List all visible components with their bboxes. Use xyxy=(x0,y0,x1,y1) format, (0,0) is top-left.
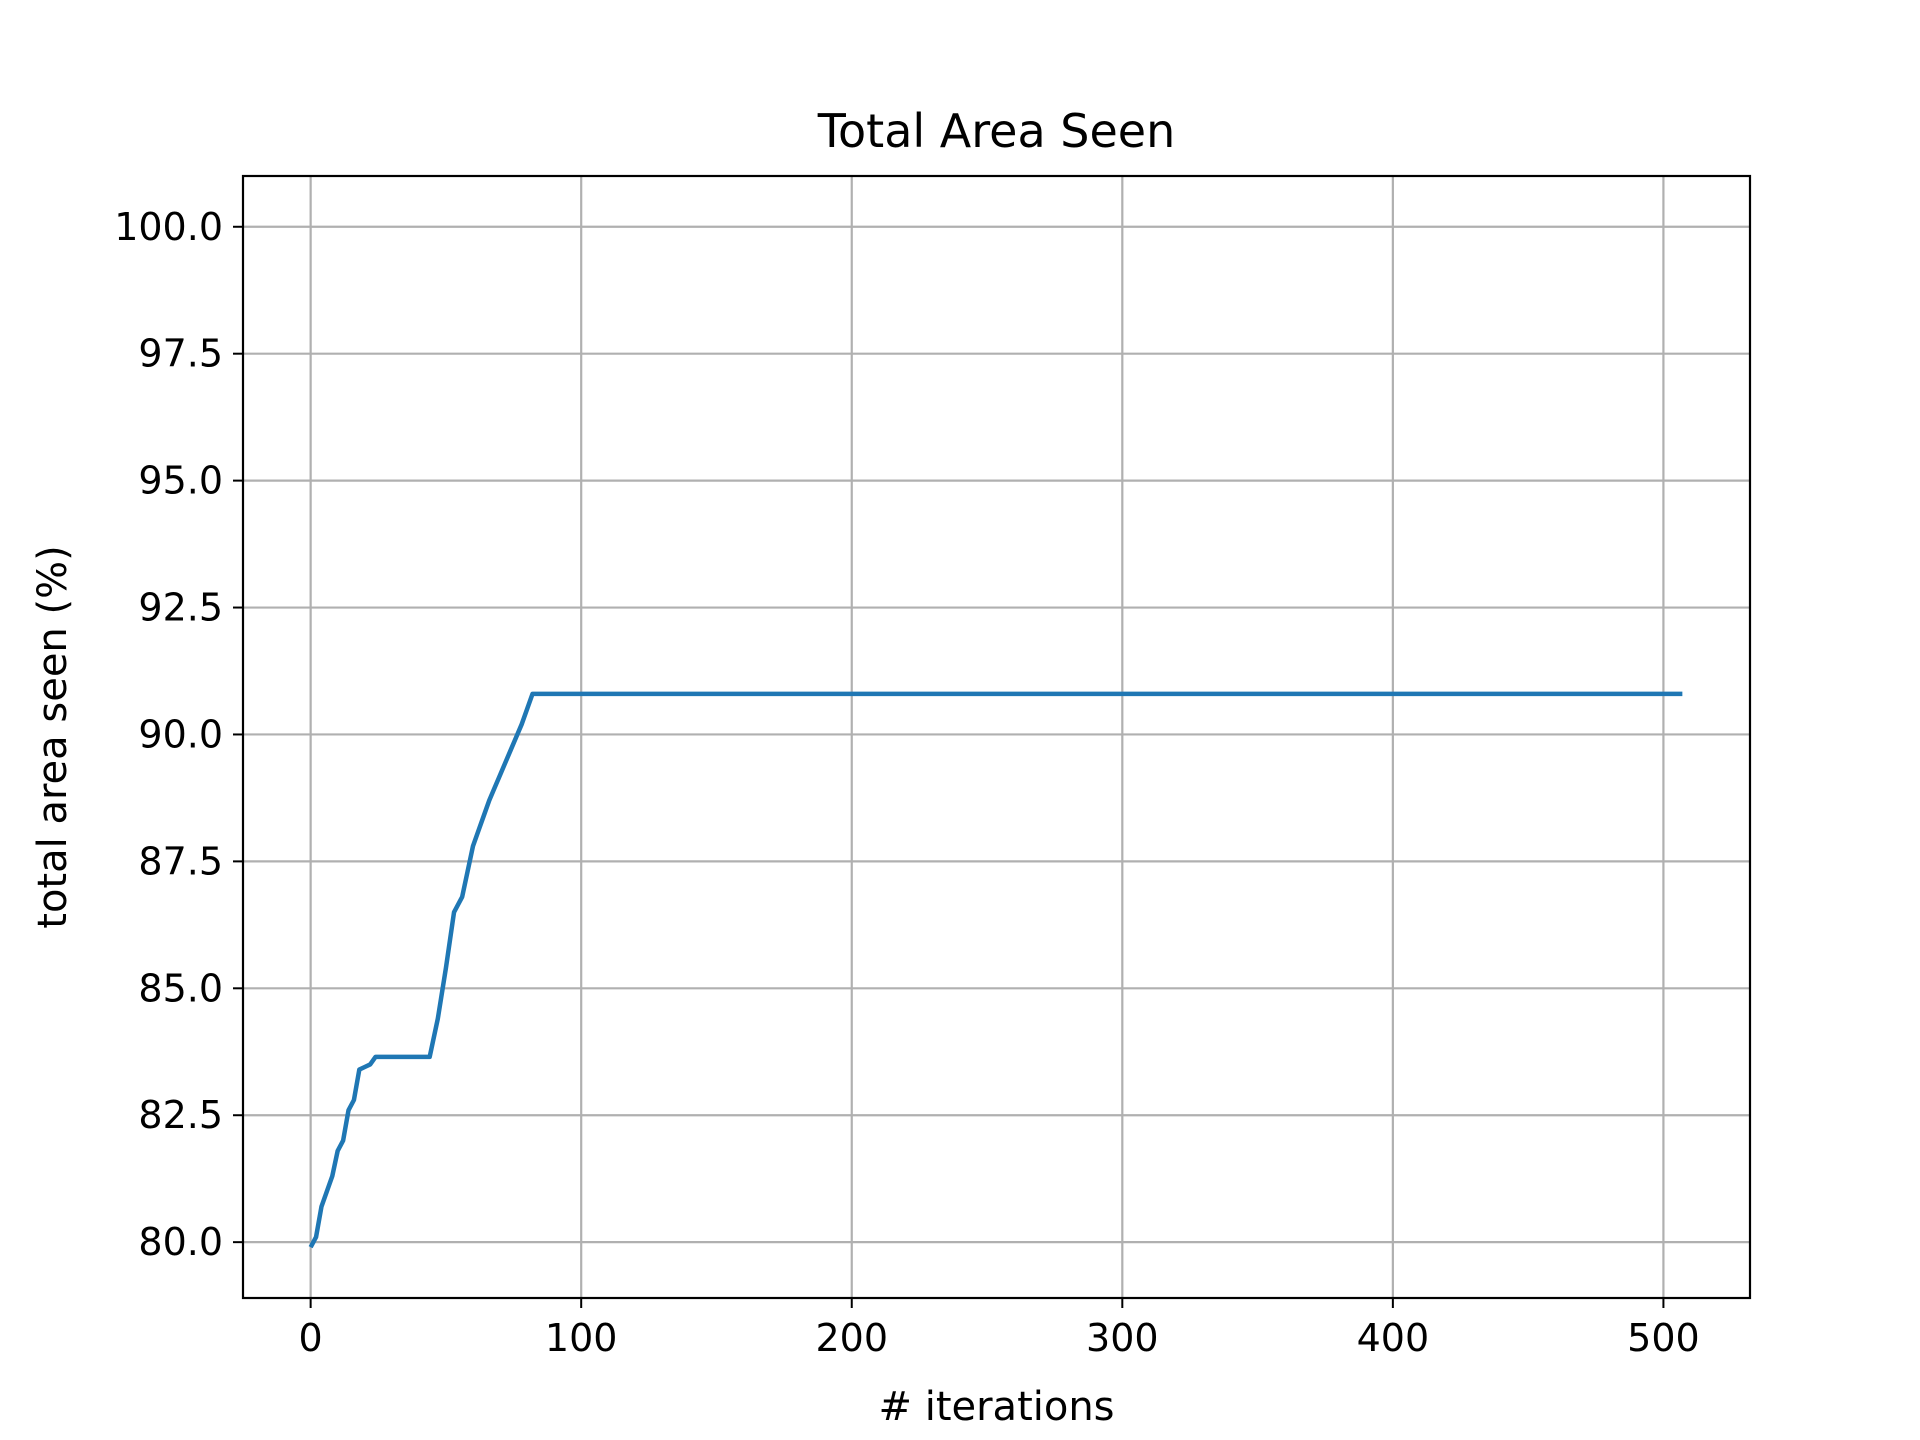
x-axis-label: # iterations xyxy=(878,1384,1114,1430)
x-tick-label: 0 xyxy=(299,1316,323,1360)
grid xyxy=(243,176,1750,1298)
plot-frame xyxy=(241,174,1752,1300)
series-layer xyxy=(308,691,1683,1249)
x-tick-label: 100 xyxy=(545,1316,618,1360)
x-tick-label: 300 xyxy=(1086,1316,1159,1360)
ticks: 0 100 200 300 400 500 80.0 82.5 85.0 87.5 90.0 92.5… xyxy=(114,205,1699,1360)
y-tick-label: 92.5 xyxy=(138,586,223,630)
x-tick-label: 500 xyxy=(1627,1316,1700,1360)
chart-title: Total Area Seen xyxy=(817,104,1176,158)
y-axis-label: total area seen (%) xyxy=(30,545,76,928)
y-tick-label: 95.0 xyxy=(138,459,223,503)
y-tick-label: 100.0 xyxy=(114,205,223,249)
y-tick-label: 87.5 xyxy=(138,839,223,883)
y-tick-label: 97.5 xyxy=(138,332,223,376)
x-tick-label: 400 xyxy=(1357,1316,1430,1360)
y-tick-label: 80.0 xyxy=(138,1220,223,1264)
y-tick-label: 82.5 xyxy=(138,1093,223,1137)
y-tick-label: 90.0 xyxy=(138,712,223,756)
x-tick-label: 200 xyxy=(815,1316,888,1360)
series-line-total-area-seen xyxy=(308,691,1683,1249)
y-tick-label: 85.0 xyxy=(138,966,223,1010)
